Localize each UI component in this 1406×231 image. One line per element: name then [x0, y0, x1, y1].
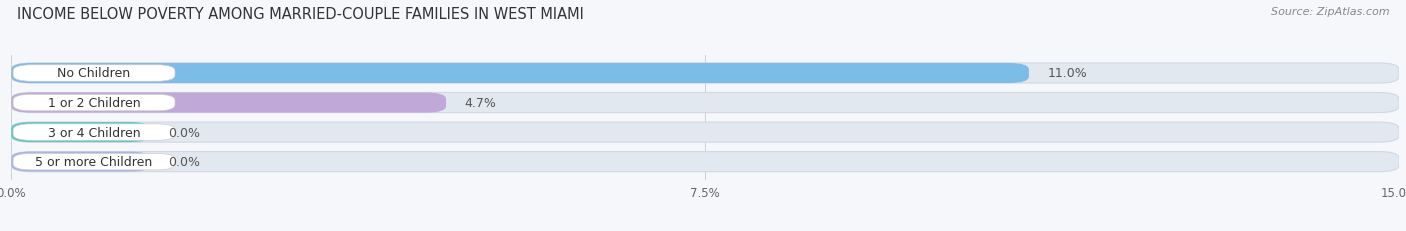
Text: INCOME BELOW POVERTY AMONG MARRIED-COUPLE FAMILIES IN WEST MIAMI: INCOME BELOW POVERTY AMONG MARRIED-COUPL…	[17, 7, 583, 22]
Text: 3 or 4 Children: 3 or 4 Children	[48, 126, 141, 139]
Text: 11.0%: 11.0%	[1047, 67, 1087, 80]
FancyBboxPatch shape	[11, 122, 150, 143]
FancyBboxPatch shape	[13, 65, 174, 82]
Text: 1 or 2 Children: 1 or 2 Children	[48, 97, 141, 109]
FancyBboxPatch shape	[11, 122, 1399, 143]
Text: 5 or more Children: 5 or more Children	[35, 155, 153, 168]
Text: 4.7%: 4.7%	[464, 97, 496, 109]
FancyBboxPatch shape	[13, 95, 174, 111]
FancyBboxPatch shape	[13, 154, 174, 170]
Text: No Children: No Children	[58, 67, 131, 80]
Text: 0.0%: 0.0%	[169, 155, 201, 168]
FancyBboxPatch shape	[11, 93, 446, 113]
FancyBboxPatch shape	[11, 152, 150, 172]
FancyBboxPatch shape	[11, 152, 1399, 172]
FancyBboxPatch shape	[11, 64, 1399, 84]
Text: Source: ZipAtlas.com: Source: ZipAtlas.com	[1271, 7, 1389, 17]
FancyBboxPatch shape	[11, 64, 1029, 84]
Text: 0.0%: 0.0%	[169, 126, 201, 139]
FancyBboxPatch shape	[11, 93, 1399, 113]
FancyBboxPatch shape	[13, 124, 174, 141]
